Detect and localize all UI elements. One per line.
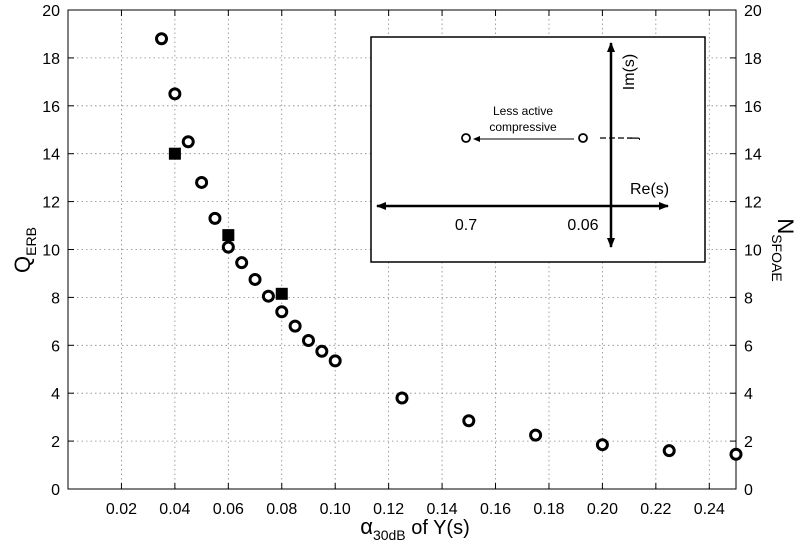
open-circle-point (328, 354, 342, 368)
im-axis-label: Im(s) (621, 54, 638, 90)
inset-complex-plane: Less active compressive Re(s) Im(s) 0.7 … (370, 36, 706, 263)
open-circle-point (529, 428, 543, 442)
open-circle-point (208, 211, 222, 225)
series-filled-squares (168, 147, 288, 300)
x-tick-label: 0.06 (213, 501, 244, 518)
y-tick-label-left: 14 (42, 147, 60, 164)
y-tick-label-left: 2 (51, 434, 60, 451)
y-tick-label-left: 12 (42, 195, 60, 212)
open-circle-point (395, 391, 409, 405)
y-tick-label-left: 20 (42, 3, 60, 20)
y-tick-label-left: 4 (51, 386, 60, 403)
y-axis-title-left: QERB (10, 227, 39, 273)
x-tick-label: 0.24 (694, 501, 725, 518)
x-tick-label: 0.14 (427, 501, 458, 518)
im-tick-label-j: j (624, 136, 640, 140)
pole-marker-0.06 (578, 133, 588, 143)
open-circle-point (301, 334, 315, 348)
pole-marker-0.7 (461, 133, 471, 143)
y-tick-label-right: 16 (744, 99, 762, 116)
x-tick-label: 0.16 (480, 501, 511, 518)
filled-square-point (168, 147, 181, 160)
y-tick-labels-right: 0 2 4 6 8 10 12 14 16 18 20 (744, 3, 762, 499)
series-open-circles (155, 32, 743, 461)
open-circle-point (168, 87, 182, 101)
y-tick-label-right: 20 (744, 3, 762, 20)
x-tick-label: 0.10 (320, 501, 351, 518)
x-tick-label: 0.02 (106, 501, 137, 518)
y-tick-label-right: 6 (744, 338, 753, 355)
y-tick-label-left: 18 (42, 51, 60, 68)
y-tick-label-right: 12 (744, 195, 762, 212)
tick-label-0.7: 0.7 (455, 217, 477, 234)
axis-ticks (68, 9, 736, 490)
y-tick-label-right: 18 (744, 51, 762, 68)
open-circle-point (729, 447, 743, 461)
y-tick-label-right: 8 (744, 290, 753, 307)
y-tick-label-left: 6 (51, 338, 60, 355)
open-circle-point (221, 240, 235, 254)
y-tick-label-left: 0 (51, 482, 60, 499)
y-tick-label-right: 0 (744, 482, 753, 499)
re-axis-label: Re(s) (630, 181, 669, 198)
open-circle-point (595, 438, 609, 452)
open-circle-point (181, 135, 195, 149)
y-tick-label-right: 4 (744, 386, 753, 403)
open-circle-point (235, 256, 249, 270)
x-tick-label: 0.20 (587, 501, 618, 518)
arrow-label-line2: compressive (489, 120, 557, 134)
x-tick-labels: 0.02 0.04 0.06 0.08 0.10 0.12 0.14 0.16 0.18 0.20… (106, 501, 725, 518)
x-tick-label: 0.08 (266, 501, 297, 518)
open-circle-point (315, 344, 329, 358)
y-tick-labels-left: 0 2 4 6 8 10 12 14 16 18 20 (42, 3, 60, 499)
open-circle-point (155, 32, 169, 46)
open-circle-point (248, 272, 262, 286)
inset-frame (370, 36, 706, 263)
y-tick-label-right: 2 (744, 434, 753, 451)
y-axis-title-right: NSFOAE (769, 218, 798, 281)
filled-square-point (275, 287, 288, 300)
y-tick-label-left: 16 (42, 99, 60, 116)
x-tick-label: 0.04 (159, 501, 190, 518)
x-tick-label: 0.18 (533, 501, 564, 518)
open-circle-point (462, 414, 476, 428)
y-tick-label-right: 10 (744, 243, 762, 260)
open-circle-point (662, 444, 676, 458)
x-tick-label: 0.22 (640, 501, 671, 518)
arrow-label-line1: Less active (493, 104, 553, 118)
y-tick-label-left: 10 (42, 243, 60, 260)
y-tick-label-right: 14 (744, 147, 762, 164)
x-tick-label: 0.12 (373, 501, 404, 518)
open-circle-point (261, 289, 275, 303)
open-circle-point (288, 319, 302, 333)
tick-label-0.06: 0.06 (567, 217, 598, 234)
open-circle-point (195, 175, 209, 189)
filled-square-point (222, 229, 235, 242)
x-axis-title: α30dB of Y(s) (360, 514, 470, 543)
y-tick-label-left: 8 (51, 290, 60, 307)
open-circle-point (275, 305, 289, 319)
